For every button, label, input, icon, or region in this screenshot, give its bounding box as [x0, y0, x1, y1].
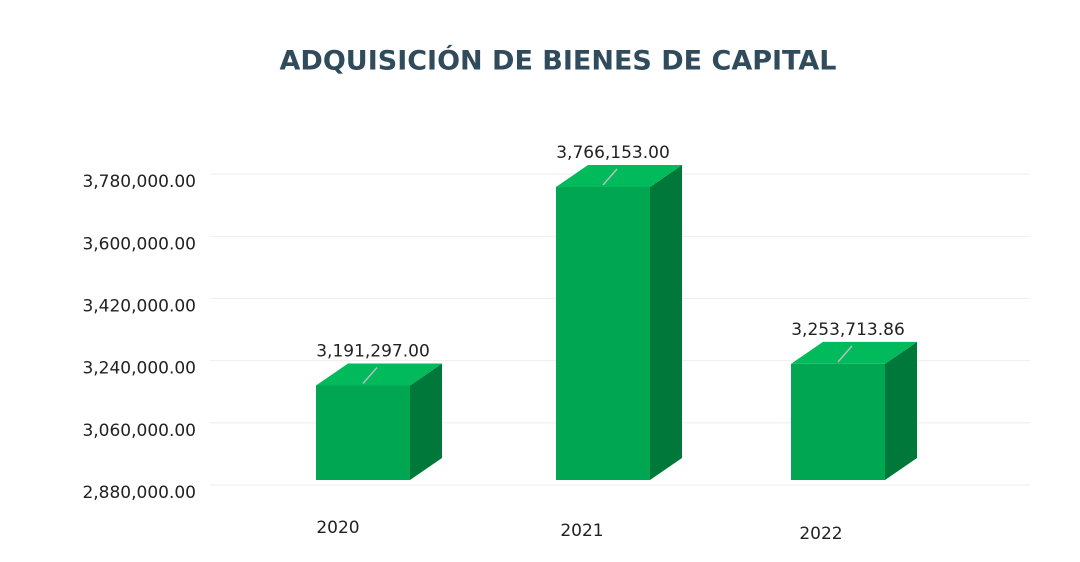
x-tick-label: 2021 — [560, 521, 603, 541]
bar-side — [410, 363, 442, 480]
leader-line — [837, 345, 853, 363]
y-tick-label: 3,420,000.00 — [82, 297, 196, 317]
leader-line — [362, 366, 378, 384]
data-label: 3,191,297.00 — [316, 341, 430, 361]
bar-front — [791, 363, 885, 480]
bar-top — [556, 164, 682, 187]
y-tick-label: 3,600,000.00 — [82, 234, 196, 254]
data-label: 3,766,153.00 — [556, 143, 670, 163]
bar-side — [650, 164, 682, 480]
y-tick-label: 3,060,000.00 — [82, 421, 196, 441]
y-tick-label: 3,240,000.00 — [82, 359, 196, 379]
bar-top — [791, 341, 917, 364]
bar-top — [316, 363, 442, 386]
y-tick-label: 3,780,000.00 — [82, 172, 196, 192]
leader-line — [602, 168, 618, 186]
x-tick-label: 2022 — [799, 524, 842, 544]
y-tick-label: 2,880,000.00 — [82, 483, 196, 503]
x-tick-label: 2020 — [316, 518, 359, 538]
bar-side — [885, 341, 917, 480]
bar-front — [316, 385, 410, 480]
bar-front — [556, 186, 650, 480]
chart-title: ADQUISICIÓN DE BIENES DE CAPITAL — [280, 45, 837, 77]
data-label: 3,253,713.86 — [791, 320, 905, 340]
